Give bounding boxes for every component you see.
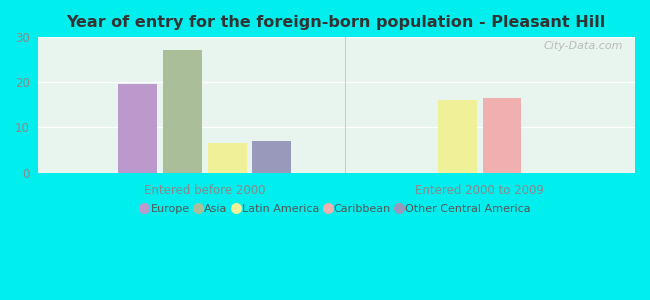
Bar <box>252 141 291 173</box>
Bar <box>438 100 476 173</box>
Title: Year of entry for the foreign-born population - Pleasant Hill: Year of entry for the foreign-born popul… <box>67 15 606 30</box>
Bar <box>208 143 246 173</box>
Bar <box>163 50 202 173</box>
Bar <box>482 98 521 173</box>
Text: City-Data.com: City-Data.com <box>543 41 623 51</box>
Bar <box>118 84 157 173</box>
Legend: Europe, Asia, Latin America, Caribbean, Other Central America: Europe, Asia, Latin America, Caribbean, … <box>137 199 536 219</box>
Text: Entered before 2000: Entered before 2000 <box>144 184 266 197</box>
Text: Entered 2000 to 2009: Entered 2000 to 2009 <box>415 184 544 197</box>
